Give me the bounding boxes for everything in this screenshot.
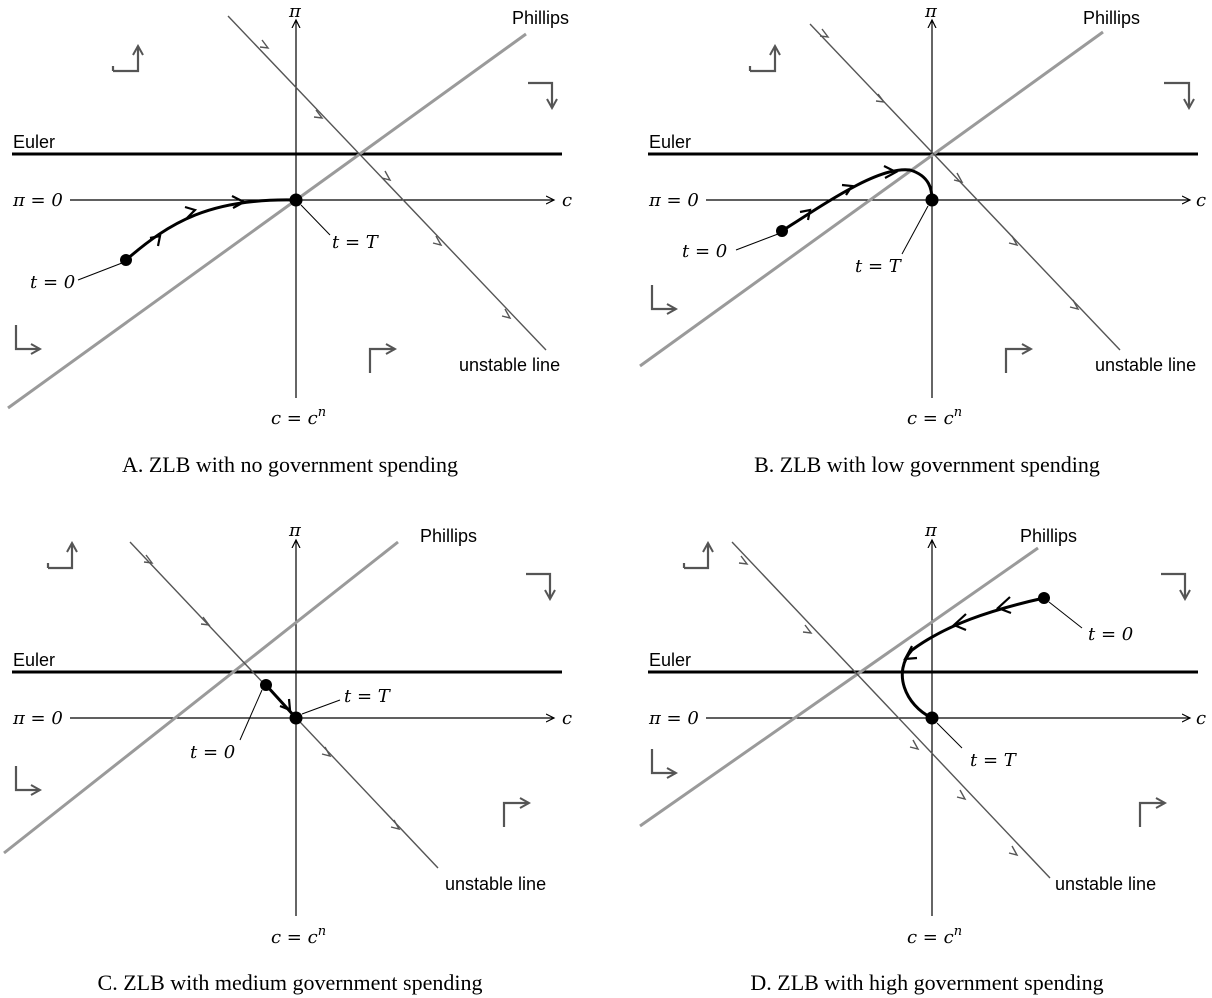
end-leader — [936, 722, 963, 749]
pi-zero-label: π = 0 — [12, 708, 63, 729]
start-label: t = 0 — [190, 742, 235, 763]
unstable-line-label: unstable line — [459, 355, 560, 375]
unstable-line-label: unstable line — [445, 874, 546, 894]
unstable-line-label: unstable line — [1055, 874, 1156, 894]
trajectory — [781, 168, 934, 233]
end-point — [925, 711, 939, 725]
pi-axis-label: π — [924, 1, 938, 22]
phillips-label: Phillips — [512, 8, 569, 28]
cn-label: c = cn — [271, 405, 326, 429]
end-leader — [301, 699, 341, 715]
direction-arrows — [650, 46, 1189, 373]
start-point — [120, 254, 132, 266]
trajectory — [264, 683, 298, 720]
pi-zero-label: π = 0 — [648, 708, 699, 729]
panel-caption: A. ZLB with no government spending — [122, 452, 458, 477]
trajectory-arrows — [149, 195, 247, 247]
pi-axis-label: π — [288, 520, 302, 541]
phillips-line — [639, 546, 1039, 828]
phillips-line — [7, 32, 527, 410]
panel-d: π c Phillips Euler π = 0 unstable line c… — [639, 520, 1206, 995]
start-label: t = 0 — [30, 272, 75, 293]
end-leader — [901, 205, 929, 255]
euler-label: Euler — [13, 132, 55, 152]
panel-b: π c Phillips Euler π = 0 unstable line c… — [639, 1, 1206, 477]
euler-label: Euler — [13, 650, 55, 670]
pi-zero-label: π = 0 — [12, 190, 63, 211]
end-label: t = T — [344, 686, 392, 707]
end-point — [289, 711, 303, 725]
pi-axis-label: π — [924, 520, 938, 541]
phillips-label: Phillips — [420, 526, 477, 546]
end-label: t = T — [970, 750, 1018, 771]
panel-caption: C. ZLB with medium government spending — [98, 970, 483, 995]
direction-arrows — [14, 543, 550, 827]
end-leader — [300, 204, 331, 236]
panel-caption: B. ZLB with low government spending — [754, 452, 1100, 477]
end-label: t = T — [855, 256, 903, 277]
unstable-line — [809, 23, 1121, 351]
c-axis-label: c — [562, 708, 572, 729]
unstable-line-arrows — [738, 555, 1019, 857]
start-label: t = 0 — [1088, 624, 1133, 645]
start-point — [260, 679, 272, 691]
trajectory — [125, 198, 297, 262]
start-leader — [77, 262, 123, 281]
euler-label: Euler — [649, 650, 691, 670]
phillips-line — [639, 30, 1104, 368]
direction-arrows — [14, 46, 552, 373]
trajectory — [900, 596, 1045, 720]
c-axis-label: c — [562, 190, 572, 211]
trajectory-arrows — [799, 165, 899, 221]
start-point — [776, 225, 788, 237]
start-point — [1038, 592, 1050, 604]
euler-label: Euler — [649, 132, 691, 152]
end-point — [925, 193, 939, 207]
trajectory-arrow — [279, 698, 292, 712]
pi-axis-label: π — [288, 1, 302, 22]
cn-label: c = cn — [271, 924, 326, 948]
unstable-line-arrows — [143, 554, 401, 831]
c-axis-label: c — [1196, 190, 1206, 211]
direction-arrows — [650, 543, 1185, 827]
start-leader — [239, 689, 263, 741]
phillips-label: Phillips — [1020, 526, 1077, 546]
start-leader — [1048, 601, 1083, 629]
unstable-line-arrows — [819, 28, 1080, 311]
trajectory-arrows — [903, 596, 1012, 661]
panel-c: π c Phillips Euler π = 0 unstable line c… — [3, 520, 572, 995]
unstable-line-label: unstable line — [1095, 355, 1196, 375]
end-point — [289, 193, 303, 207]
start-label: t = 0 — [682, 241, 727, 262]
panel-caption: D. ZLB with high government spending — [750, 970, 1103, 995]
c-axis-label: c — [1196, 708, 1206, 729]
cn-label: c = cn — [907, 924, 962, 948]
phillips-label: Phillips — [1083, 8, 1140, 28]
panel-a: π c Phillips Euler π = 0 unstable line c… — [7, 1, 572, 477]
start-leader — [735, 233, 779, 251]
phillips-line — [3, 540, 399, 855]
end-label: t = T — [332, 232, 380, 253]
cn-label: c = cn — [907, 405, 962, 429]
pi-zero-label: π = 0 — [648, 190, 699, 211]
unstable-line — [731, 541, 1051, 879]
unstable-line-arrows — [259, 39, 512, 320]
unstable-line — [227, 15, 547, 351]
